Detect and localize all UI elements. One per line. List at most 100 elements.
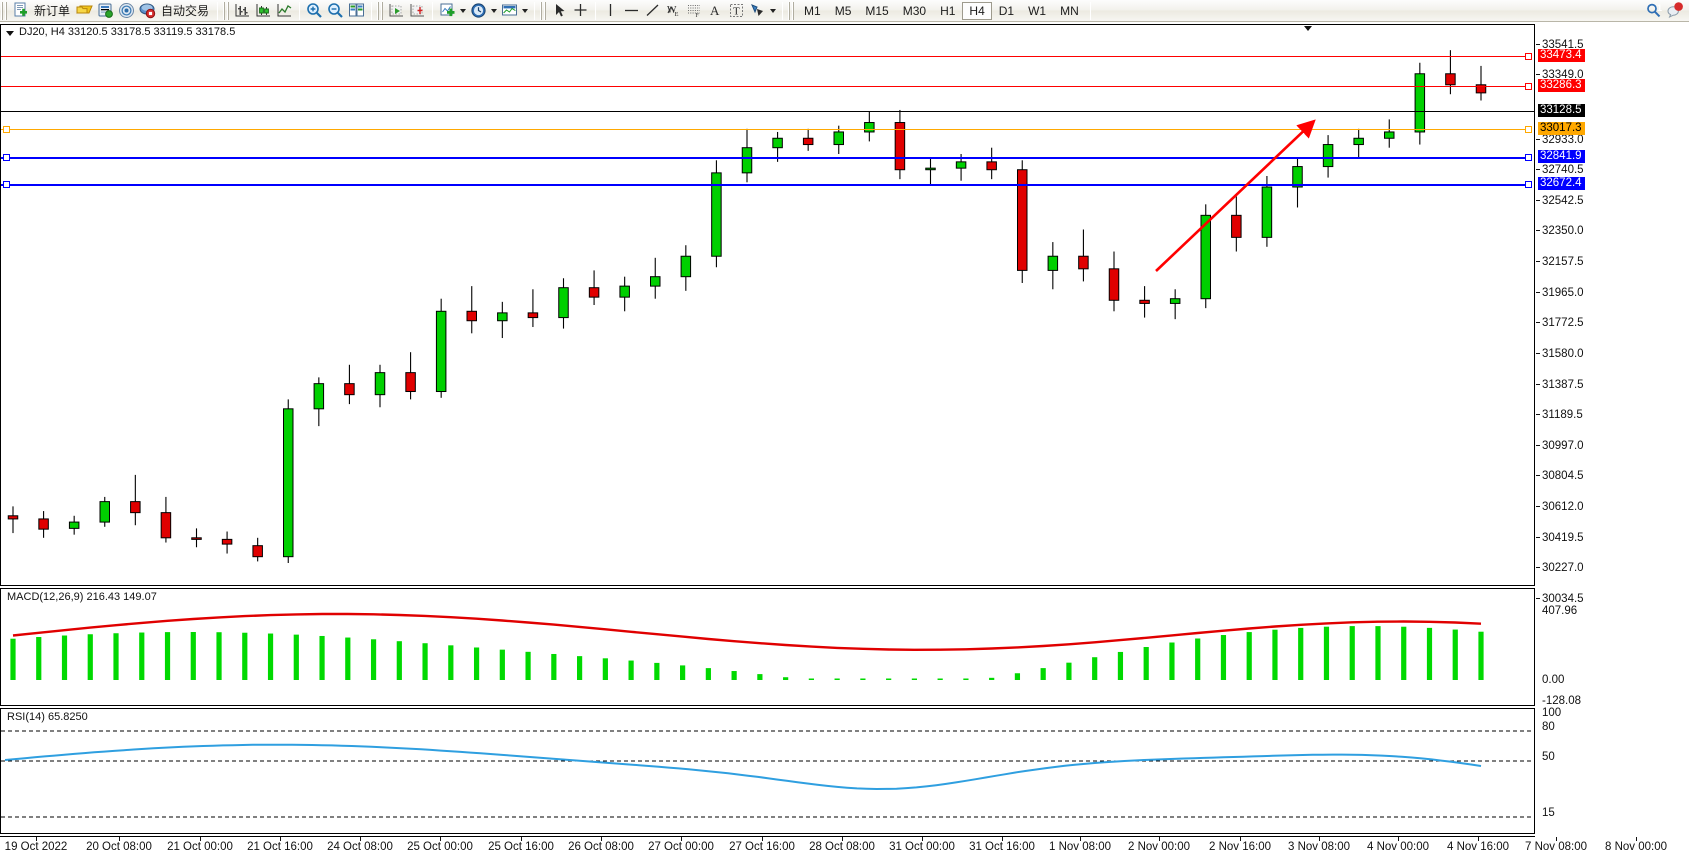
indicator-tick: 407.96 bbox=[1542, 605, 1578, 617]
price-tick: 30612.0 bbox=[1536, 501, 1584, 513]
notifications-button[interactable]: 1 bbox=[1657, 1, 1685, 21]
support-handle-2-left[interactable] bbox=[3, 181, 10, 188]
macd-header: MACD(12,26,9) 216.43 149.07 bbox=[7, 591, 157, 603]
time-tick-mark bbox=[1636, 837, 1637, 841]
timeframe-d1[interactable]: D1 bbox=[998, 3, 1015, 18]
shapes-button[interactable] bbox=[747, 1, 778, 21]
templates-icon bbox=[501, 2, 518, 19]
toolbar-grip-3[interactable] bbox=[377, 1, 385, 20]
support-handle-1[interactable] bbox=[1525, 154, 1532, 161]
add-indicator-button[interactable] bbox=[437, 1, 468, 21]
chart-shift-marker-icon[interactable] bbox=[6, 31, 14, 36]
zoom-in-button[interactable] bbox=[304, 1, 325, 21]
pivot-handle[interactable] bbox=[1525, 126, 1532, 133]
timeframe-m5[interactable]: M5 bbox=[834, 3, 852, 18]
terminal-button[interactable] bbox=[95, 1, 116, 21]
timeframe-m30[interactable]: M30 bbox=[902, 3, 927, 18]
timeframe-w1[interactable]: W1 bbox=[1028, 3, 1047, 18]
time-tick-label: 8 Nov 00:00 bbox=[1604, 841, 1668, 853]
timeframe-m1[interactable]: M1 bbox=[804, 3, 821, 18]
add-indicator-chevron-down-icon[interactable] bbox=[460, 8, 467, 13]
crosshair-button[interactable] bbox=[570, 1, 591, 21]
time-tick-label: 27 Oct 00:00 bbox=[648, 841, 714, 853]
zoom-out-button[interactable] bbox=[325, 1, 346, 21]
chart-area[interactable]: DJ20, H4 33120.5 33178.5 33119.5 33178.5 bbox=[0, 22, 1689, 862]
vline-button[interactable] bbox=[600, 1, 621, 21]
macd-pane[interactable]: MACD(12,26,9) 216.43 149.07 bbox=[0, 588, 1535, 706]
search-button[interactable] bbox=[1643, 1, 1664, 21]
price-tick: 31189.5 bbox=[1536, 409, 1583, 421]
price-label-resistance-1[interactable]: 33473.4 bbox=[1538, 49, 1585, 62]
toolbar-grip-4[interactable] bbox=[540, 1, 548, 20]
resistance-handle-1[interactable] bbox=[1525, 53, 1532, 60]
resistance-handle-2[interactable] bbox=[1525, 83, 1532, 90]
pivot-handle-left[interactable] bbox=[3, 126, 10, 133]
cursor-button[interactable] bbox=[549, 1, 570, 21]
folder-button[interactable] bbox=[74, 1, 95, 21]
time-tick-label: 20 Oct 08:00 bbox=[86, 841, 152, 853]
resistance-line-2[interactable] bbox=[1, 86, 1529, 87]
price-pane[interactable]: DJ20, H4 33120.5 33178.5 33119.5 33178.5 bbox=[0, 24, 1535, 586]
textlabel-button[interactable]: T bbox=[726, 1, 747, 21]
price-tick: 33349.0 bbox=[1536, 69, 1584, 81]
price-label-resistance-2[interactable]: 33286.3 bbox=[1538, 79, 1585, 92]
toolbar-grip-5[interactable] bbox=[788, 1, 796, 20]
pivot-line[interactable] bbox=[1, 129, 1529, 130]
textlabel-icon: T bbox=[728, 2, 745, 19]
notifications-icon bbox=[1666, 2, 1683, 19]
time-tick-mark bbox=[119, 837, 120, 841]
price-label-support-1[interactable]: 32841.9 bbox=[1538, 150, 1585, 163]
timeframe-mn[interactable]: MN bbox=[1060, 3, 1079, 18]
autotrading-button[interactable]: 自动交易 bbox=[137, 1, 213, 21]
timeframe-h1[interactable]: H1 bbox=[940, 3, 956, 18]
price-label-current-price[interactable]: 33128.5 bbox=[1538, 104, 1585, 117]
fibo-button[interactable]: F bbox=[684, 1, 705, 21]
support-line-1[interactable] bbox=[1, 157, 1529, 159]
time-tick-mark bbox=[762, 837, 763, 841]
text-button[interactable]: A bbox=[705, 1, 726, 21]
period-button[interactable] bbox=[468, 1, 499, 21]
toolbar-separator-5 bbox=[534, 1, 536, 20]
shapes-chevron-down-icon[interactable] bbox=[770, 8, 777, 13]
svg-text:T: T bbox=[733, 6, 740, 18]
templates-chevron-down-icon[interactable] bbox=[522, 8, 529, 13]
time-tick-label: 7 Nov 08:00 bbox=[1524, 841, 1588, 853]
shift-end-icon bbox=[388, 2, 405, 19]
price-tick: 32933.0 bbox=[1536, 134, 1584, 146]
rsi-pane[interactable]: RSI(14) 65.8250 bbox=[0, 708, 1535, 834]
price-label-support-2[interactable]: 32672.4 bbox=[1538, 177, 1585, 190]
broadcast-button[interactable] bbox=[116, 1, 137, 21]
timeframe-h4[interactable]: H4 bbox=[962, 1, 992, 20]
tile-windows-button[interactable] bbox=[346, 1, 367, 21]
shift-end-button[interactable] bbox=[386, 1, 407, 21]
new-order-button[interactable]: 新订单 bbox=[10, 1, 74, 21]
toolbar-grip-2[interactable] bbox=[223, 1, 231, 20]
toolbar-separator-7 bbox=[782, 1, 784, 20]
price-tick: 32350.0 bbox=[1536, 225, 1584, 237]
time-axis[interactable]: 19 Oct 2022 20 Oct 08:00 21 Oct 00:00 21 Oc… bbox=[0, 836, 1667, 862]
templates-button[interactable] bbox=[499, 1, 530, 21]
timeframe-m15[interactable]: M15 bbox=[865, 3, 889, 18]
toolbar-grip[interactable] bbox=[1, 1, 8, 20]
period-chevron-down-icon[interactable] bbox=[491, 8, 498, 13]
trendline-button[interactable] bbox=[642, 1, 663, 21]
price-axis[interactable]: 33541.5 33349.0 32933.0 32740.5 32542.5 32350… bbox=[1536, 24, 1689, 834]
line-chart-button[interactable] bbox=[274, 1, 295, 21]
toolbar-separator-8 bbox=[1089, 1, 1091, 20]
hline-button[interactable] bbox=[621, 1, 642, 21]
price-tick: 31580.0 bbox=[1536, 348, 1584, 360]
price-tick: 32542.5 bbox=[1536, 195, 1584, 207]
elliott-button[interactable]: W E bbox=[663, 1, 684, 21]
svg-text:E: E bbox=[675, 11, 679, 18]
support-handle-1-left[interactable] bbox=[3, 154, 10, 161]
candlestick-chart-button[interactable] bbox=[253, 1, 274, 21]
support-line-2[interactable] bbox=[1, 184, 1529, 186]
time-tick-mark bbox=[1556, 837, 1557, 841]
support-handle-2[interactable] bbox=[1525, 181, 1532, 188]
auto-scroll-button[interactable] bbox=[407, 1, 428, 21]
bar-chart-button[interactable] bbox=[232, 1, 253, 21]
time-tick-mark bbox=[922, 837, 923, 841]
price-label-pivot[interactable]: 33017.3 bbox=[1538, 122, 1585, 135]
time-tick-label: 21 Oct 00:00 bbox=[167, 841, 233, 853]
resistance-line-1[interactable] bbox=[1, 56, 1529, 57]
